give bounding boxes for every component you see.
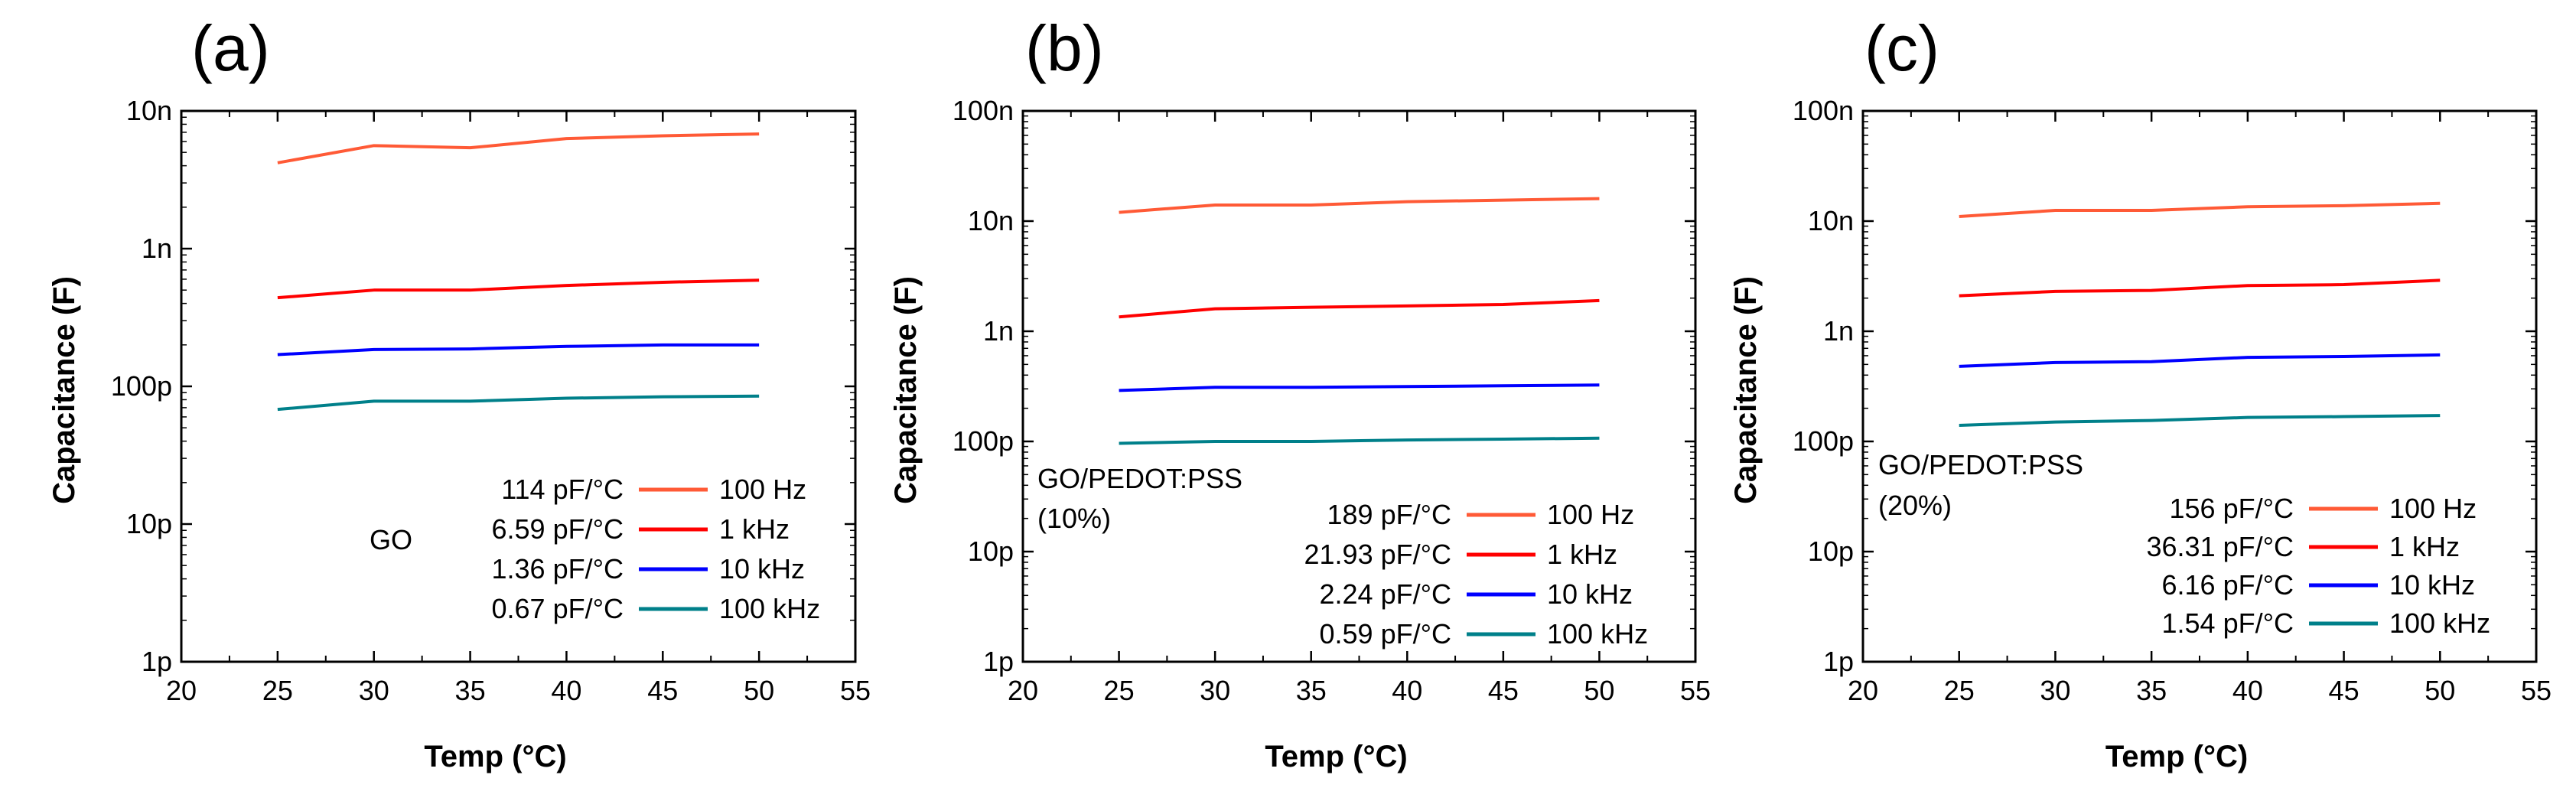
x-tick-label: 25: [1104, 675, 1135, 706]
sample-label: (10%): [1037, 503, 1111, 534]
slope-annotation: 114 pF/°C: [501, 474, 624, 505]
x-tick-label: 30: [1200, 675, 1230, 706]
panel-label: (b): [1025, 12, 1104, 84]
series-line-10-khz: [1119, 383, 1600, 392]
slope-annotation: 1.36 pF/°C: [492, 553, 624, 584]
x-axis-title: Temp (°C): [424, 740, 566, 773]
x-tick-label: 55: [840, 675, 871, 706]
y-tick-label: 100n: [953, 95, 1014, 126]
legend-label: 1 kHz: [2389, 531, 2460, 562]
x-tick-label: 55: [2521, 675, 2552, 706]
legend-label: 10 kHz: [1547, 578, 1633, 610]
y-axis-title: Capacitance (F): [47, 276, 81, 504]
series-line-100-hz: [1119, 197, 1600, 214]
x-tick-label: 50: [2425, 675, 2455, 706]
x-tick-label: 50: [744, 675, 774, 706]
series-line-100-hz: [1959, 201, 2441, 219]
y-tick-label: 1p: [142, 646, 172, 677]
series-line-100-hz: [277, 132, 760, 164]
x-axis-title: Temp (°C): [1265, 740, 1407, 773]
x-tick-label: 20: [166, 675, 197, 706]
y-axis-title: Capacitance (F): [1729, 276, 1763, 504]
y-tick-label: 10p: [126, 508, 172, 539]
x-tick-label: 50: [1584, 675, 1614, 706]
x-tick-label: 20: [1008, 675, 1038, 706]
x-tick-label: 35: [2136, 675, 2167, 706]
x-tick-label: 35: [455, 675, 486, 706]
y-tick-label: 100n: [1793, 95, 1854, 126]
y-tick-label: 1n: [1823, 315, 1854, 347]
y-tick-label: 1n: [983, 315, 1014, 347]
series-line-10-khz: [277, 343, 760, 357]
legend-label: 100 Hz: [719, 474, 806, 505]
x-tick-label: 40: [1392, 675, 1422, 706]
x-tick-label: 45: [1488, 675, 1519, 706]
series-line-100-khz: [277, 394, 760, 412]
legend-label: 100 Hz: [2389, 493, 2477, 524]
legend-label: 100 kHz: [719, 593, 820, 624]
x-tick-label: 40: [2232, 675, 2263, 706]
slope-annotation: 189 pF/°C: [1327, 499, 1451, 530]
y-tick-label: 100p: [111, 370, 172, 402]
y-axis-title: Capacitance (F): [889, 276, 923, 504]
x-tick-label: 45: [2329, 675, 2359, 706]
slope-annotation: 6.16 pF/°C: [2162, 569, 2294, 601]
series-line-1-khz: [1959, 278, 2441, 298]
x-tick-label: 20: [1848, 675, 1878, 706]
chart-panel-1: (a) 20 25 30 35 40 45 50 55 1p 10p 100p 1n 10n Temp (°…: [47, 12, 871, 773]
slope-annotation: 21.93 pF/°C: [1304, 539, 1452, 570]
y-tick-label: 1n: [142, 233, 172, 264]
legend-label: 100 kHz: [1547, 618, 1648, 650]
legend-label: 1 kHz: [719, 513, 790, 545]
y-tick-label: 10n: [968, 205, 1014, 236]
sample-label: GO: [370, 524, 412, 555]
series-line-1-khz: [277, 278, 760, 300]
panel-label: (a): [191, 12, 270, 84]
series-line-1-khz: [1119, 298, 1600, 319]
y-tick-label: 10n: [126, 95, 172, 126]
y-tick-label: 100p: [953, 425, 1014, 457]
legend-label: 100 Hz: [1547, 499, 1634, 530]
panel-label: (c): [1864, 12, 1939, 84]
x-tick-label: 40: [551, 675, 581, 706]
sample-label: GO/PEDOT:PSS: [1878, 449, 2083, 480]
x-tick-label: 45: [647, 675, 678, 706]
y-tick-label: 10p: [968, 536, 1014, 567]
x-tick-label: 30: [359, 675, 389, 706]
y-tick-label: 1p: [983, 646, 1014, 677]
slope-annotation: 0.59 pF/°C: [1320, 618, 1451, 650]
y-tick-label: 100p: [1793, 425, 1854, 457]
series-line-100-khz: [1119, 436, 1600, 445]
legend-label: 10 kHz: [2389, 569, 2475, 601]
x-axis-title: Temp (°C): [2105, 740, 2248, 773]
slope-annotation: 0.67 pF/°C: [492, 593, 624, 624]
legend-label: 100 kHz: [2389, 607, 2490, 639]
slope-annotation: 36.31 pF/°C: [2147, 531, 2294, 562]
legend-label: 1 kHz: [1547, 539, 1617, 570]
x-tick-label: 25: [1944, 675, 1975, 706]
chart-panel-2: (b) 20 25 30 35 40 45 50 55 1p 10p 100p 1n 10n 100n Tem…: [889, 12, 1711, 773]
series-line-100-khz: [1959, 414, 2441, 427]
y-tick-label: 10n: [1808, 205, 1854, 236]
sample-label: (20%): [1878, 490, 1952, 521]
x-tick-label: 30: [2040, 675, 2070, 706]
slope-annotation: 1.54 pF/°C: [2162, 607, 2294, 639]
slope-annotation: 6.59 pF/°C: [492, 513, 624, 545]
x-tick-label: 55: [1680, 675, 1711, 706]
series-line-10-khz: [1959, 353, 2441, 368]
y-tick-label: 1p: [1823, 646, 1854, 677]
y-tick-label: 10p: [1808, 536, 1854, 567]
x-tick-label: 35: [1296, 675, 1327, 706]
chart-panel-3: (c) 20 25 30 35 40 45 50 55 1p 10p 100p 1n 10n 100n Tem…: [1729, 12, 2552, 773]
slope-annotation: 2.24 pF/°C: [1320, 578, 1451, 610]
legend-label: 10 kHz: [719, 553, 805, 584]
sample-label: GO/PEDOT:PSS: [1037, 463, 1242, 494]
slope-annotation: 156 pF/°C: [2170, 493, 2294, 524]
x-tick-label: 25: [262, 675, 293, 706]
